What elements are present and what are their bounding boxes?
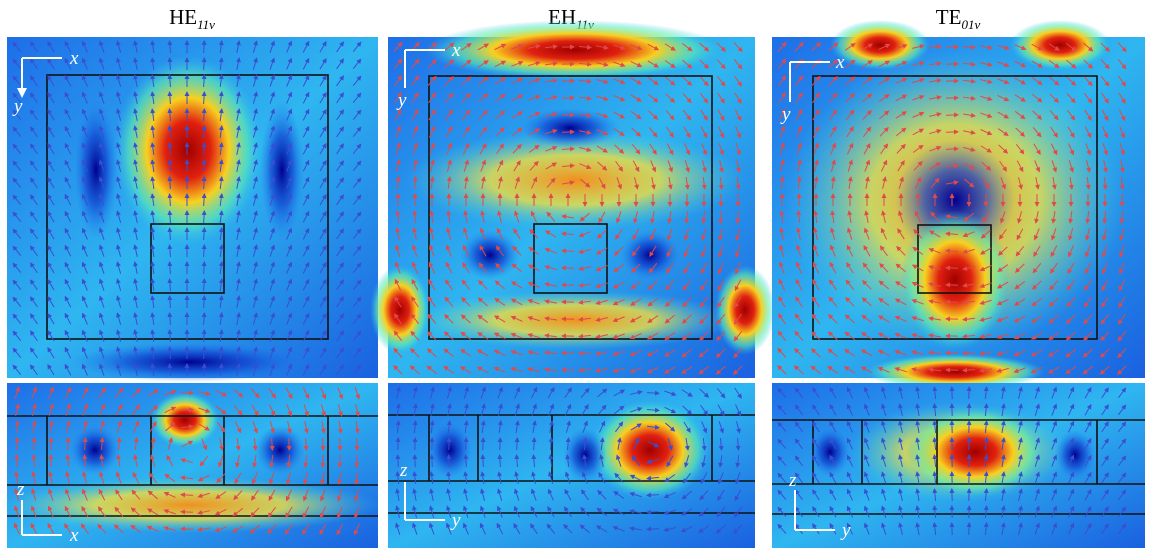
axis-label: y	[840, 520, 851, 541]
field-arrow	[562, 268, 574, 269]
axis-label: z	[16, 479, 25, 500]
field-arrow	[517, 438, 518, 450]
field-map	[7, 37, 378, 382]
axis-label: x	[69, 48, 79, 69]
field-arrow	[562, 251, 574, 252]
field-arrow	[51, 438, 52, 450]
field-arrow	[432, 455, 433, 467]
field-arrow	[449, 455, 450, 467]
axis-label: x	[451, 40, 461, 61]
axis-label: z	[788, 470, 797, 491]
field-arrow	[68, 438, 69, 450]
field-arrow	[647, 512, 659, 513]
axis-label: x	[69, 525, 79, 546]
field-arrow	[323, 438, 324, 450]
field-arrow	[946, 149, 958, 150]
field-arrow	[181, 393, 193, 394]
panel-title: TE01v	[936, 5, 981, 32]
field-arrow	[85, 438, 86, 450]
field-arrow	[415, 455, 416, 467]
axis-label: x	[835, 52, 845, 73]
field-arrow	[647, 393, 659, 394]
axis-label: y	[12, 96, 23, 117]
field-map	[388, 383, 755, 548]
field-arrow	[398, 455, 399, 467]
axis-label: y	[396, 90, 407, 111]
field-arrow	[946, 132, 958, 133]
field-arrow	[306, 438, 307, 450]
figure: HE11v EH11v TE01v x y z x x y z y x y z …	[0, 0, 1150, 549]
field-arrow	[562, 132, 574, 133]
axis-label: y	[780, 104, 791, 125]
axis-label: z	[399, 460, 408, 481]
axis-label: y	[450, 510, 461, 531]
field-arrow	[562, 149, 574, 150]
field-map	[370, 20, 775, 378]
field-arrow	[534, 438, 535, 450]
field-arrow	[946, 268, 958, 269]
field-arrow	[181, 512, 193, 513]
field-arrow	[946, 251, 958, 252]
panel-title: HE11v	[169, 5, 215, 32]
